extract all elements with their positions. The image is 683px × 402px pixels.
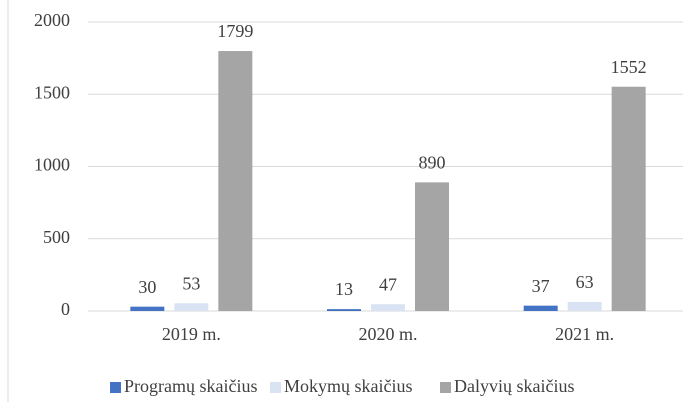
data-label: 37 [532, 276, 550, 296]
legend-swatch [110, 382, 121, 393]
legend-label: Mokymų skaičius [284, 376, 413, 396]
x-tick-label: 2020 m. [358, 324, 417, 344]
data-label: 53 [182, 273, 200, 293]
data-label: 30 [138, 277, 156, 297]
bar [567, 301, 602, 311]
legend-swatch [270, 382, 281, 393]
data-label: 13 [335, 279, 353, 299]
y-tick-label: 2000 [34, 10, 70, 30]
y-tick-label: 1000 [34, 155, 70, 175]
bar [174, 303, 209, 311]
x-tick-label: 2019 m. [162, 324, 221, 344]
data-label: 1552 [611, 57, 647, 77]
bar [371, 304, 405, 311]
y-tick-label: 0 [61, 299, 70, 319]
bar [523, 305, 558, 311]
data-label: 63 [576, 272, 594, 292]
data-label: 47 [379, 274, 397, 294]
legend-label: Programų skaičius [124, 376, 257, 396]
bar [327, 309, 361, 311]
bar [611, 86, 646, 312]
bar [130, 306, 165, 311]
bar [415, 182, 449, 311]
x-tick-label: 2021 m. [555, 324, 614, 344]
legend-label: Dalyvių skaičius [454, 376, 574, 396]
y-tick-label: 500 [43, 227, 70, 247]
legend-swatch [440, 382, 451, 393]
data-label: 890 [419, 153, 446, 173]
bar [218, 51, 253, 312]
data-label: 1799 [217, 21, 253, 41]
y-tick-label: 1500 [34, 82, 70, 102]
